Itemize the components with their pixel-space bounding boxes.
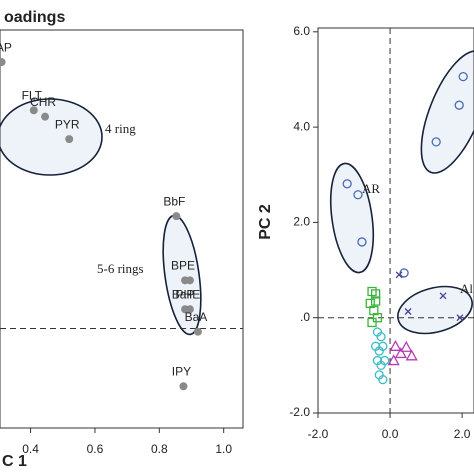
point [179, 382, 188, 391]
point-label: IPY [172, 364, 191, 378]
chart-title: oadings [4, 9, 65, 26]
point [193, 327, 202, 336]
x-tick-label: -2.0 [308, 427, 329, 441]
point [395, 271, 403, 279]
point-label: PYR [55, 117, 80, 131]
x-tick-label: 0.4 [22, 442, 39, 456]
point [400, 340, 413, 352]
point [370, 296, 381, 306]
annotation: AR [362, 181, 380, 196]
group-ellipse [0, 98, 103, 176]
x-tick-label: 0.6 [87, 442, 104, 456]
plot-frame [317, 27, 474, 414]
point [376, 332, 386, 342]
point [458, 71, 468, 82]
point [454, 100, 464, 110]
point [389, 339, 402, 351]
group-ellipse [329, 162, 375, 274]
point [185, 305, 194, 314]
y-tick-label: 6.0 [293, 24, 310, 38]
x-tick-label: 0.0 [382, 427, 399, 441]
point [65, 135, 74, 144]
x-tick-label: 1.0 [215, 442, 232, 456]
point-label: FLT [22, 88, 43, 102]
point [29, 106, 38, 115]
point [41, 112, 50, 121]
point [431, 137, 441, 147]
x-tick-label: 2.0 [454, 427, 471, 441]
point-label: BaA [185, 310, 208, 324]
point [367, 317, 377, 328]
annotation: 4 ring [105, 121, 136, 136]
point-label: CHR [30, 95, 56, 109]
y-tick-label: .0 [300, 310, 310, 324]
y-tick-label: 4.0 [293, 119, 310, 133]
annotation: 5-6 rings [97, 261, 144, 276]
y-tick-label: 2.0 [293, 215, 310, 229]
group-ellipse [397, 285, 473, 335]
point [394, 347, 407, 359]
point [357, 237, 367, 247]
group-ellipse [420, 50, 474, 174]
point [342, 179, 352, 189]
point-label: PHE [176, 287, 201, 301]
y-axis-label: PC 2 [257, 204, 274, 240]
point [380, 355, 390, 366]
point [185, 276, 194, 285]
point [172, 212, 181, 221]
point [387, 354, 400, 366]
point [378, 341, 388, 351]
point [372, 313, 383, 323]
point-label: BaP [172, 287, 195, 301]
point [0, 58, 6, 67]
point-label: NAP [0, 40, 12, 54]
point-label: BPE [171, 259, 195, 273]
point-label: BbF [163, 194, 185, 208]
x-tick-label: 0.8 [151, 442, 168, 456]
plot-frame [0, 29, 244, 429]
point [370, 289, 381, 299]
point [378, 374, 388, 385]
x-axis-label: C 1 [2, 453, 27, 470]
point [353, 190, 363, 200]
y-tick-label: -2.0 [289, 405, 310, 419]
point [439, 292, 447, 300]
annotation: Al [460, 281, 473, 296]
point [456, 314, 464, 322]
point [405, 349, 418, 361]
point [404, 308, 412, 315]
